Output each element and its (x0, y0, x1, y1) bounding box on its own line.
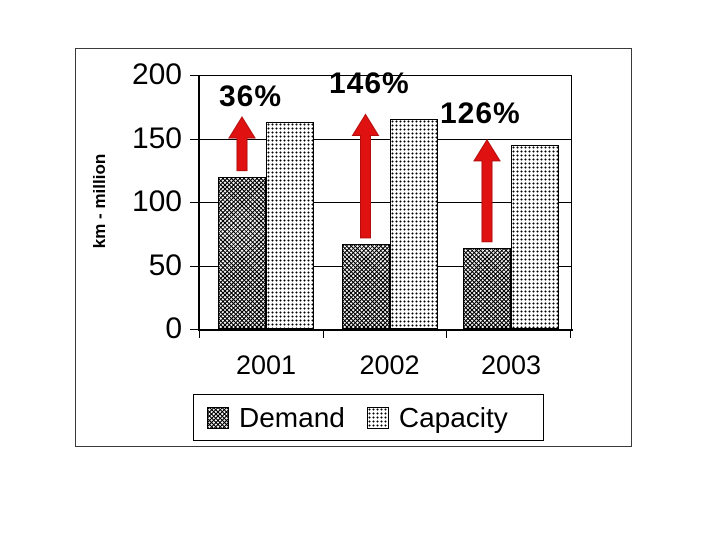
demand-pattern-swatch-icon (207, 406, 229, 429)
y-tick-mark (190, 329, 199, 330)
x-tick-mark (199, 331, 200, 338)
percent-label-2003: 126% (440, 97, 521, 130)
bar-capacity-2002 (389, 119, 438, 329)
x-tick-mark (446, 331, 448, 338)
y-tick-mark (190, 75, 199, 76)
y-tick-label-50: 50 (148, 248, 182, 282)
y-tick-mark (190, 265, 199, 267)
x-tick-label-2001: 2001 (235, 350, 297, 380)
legend-label-capacity: Capacity (398, 401, 508, 433)
y-tick-label-0: 0 (165, 312, 182, 345)
bar-demand-2001 (218, 176, 266, 329)
y-tick-mark (190, 138, 199, 140)
legend-label-demand: Demand (239, 401, 345, 433)
plot-top-border (200, 75, 571, 76)
x-tick-label-2003: 2003 (480, 350, 542, 380)
percent-label-2001: 36% (219, 80, 283, 113)
bar-capacity-2003 (511, 144, 559, 329)
y-axis-title: km - million (90, 153, 109, 249)
y-tick-label-150: 150 (131, 121, 182, 155)
y-tick-label-200: 200 (131, 58, 182, 91)
y-tick-mark (190, 202, 199, 203)
bar-capacity-2001 (266, 122, 314, 329)
legend: Demand Capacity (193, 394, 544, 441)
x-tick-mark (322, 331, 324, 338)
x-tick-mark (570, 331, 571, 338)
plot-right-border (571, 75, 572, 329)
x-tick-label-2002: 2002 (359, 350, 420, 380)
percent-label-2002: 146% (329, 67, 410, 100)
capacity-pattern-swatch-icon (366, 406, 389, 429)
gridline-150 (200, 138, 571, 140)
bar-demand-2002 (341, 243, 390, 329)
bar-demand-2003 (463, 247, 511, 329)
gridline-100 (200, 202, 571, 203)
plot-area (200, 75, 571, 329)
x-axis-line (198, 329, 573, 331)
y-axis-line (198, 75, 200, 331)
y-tick-label-100: 100 (131, 185, 182, 218)
